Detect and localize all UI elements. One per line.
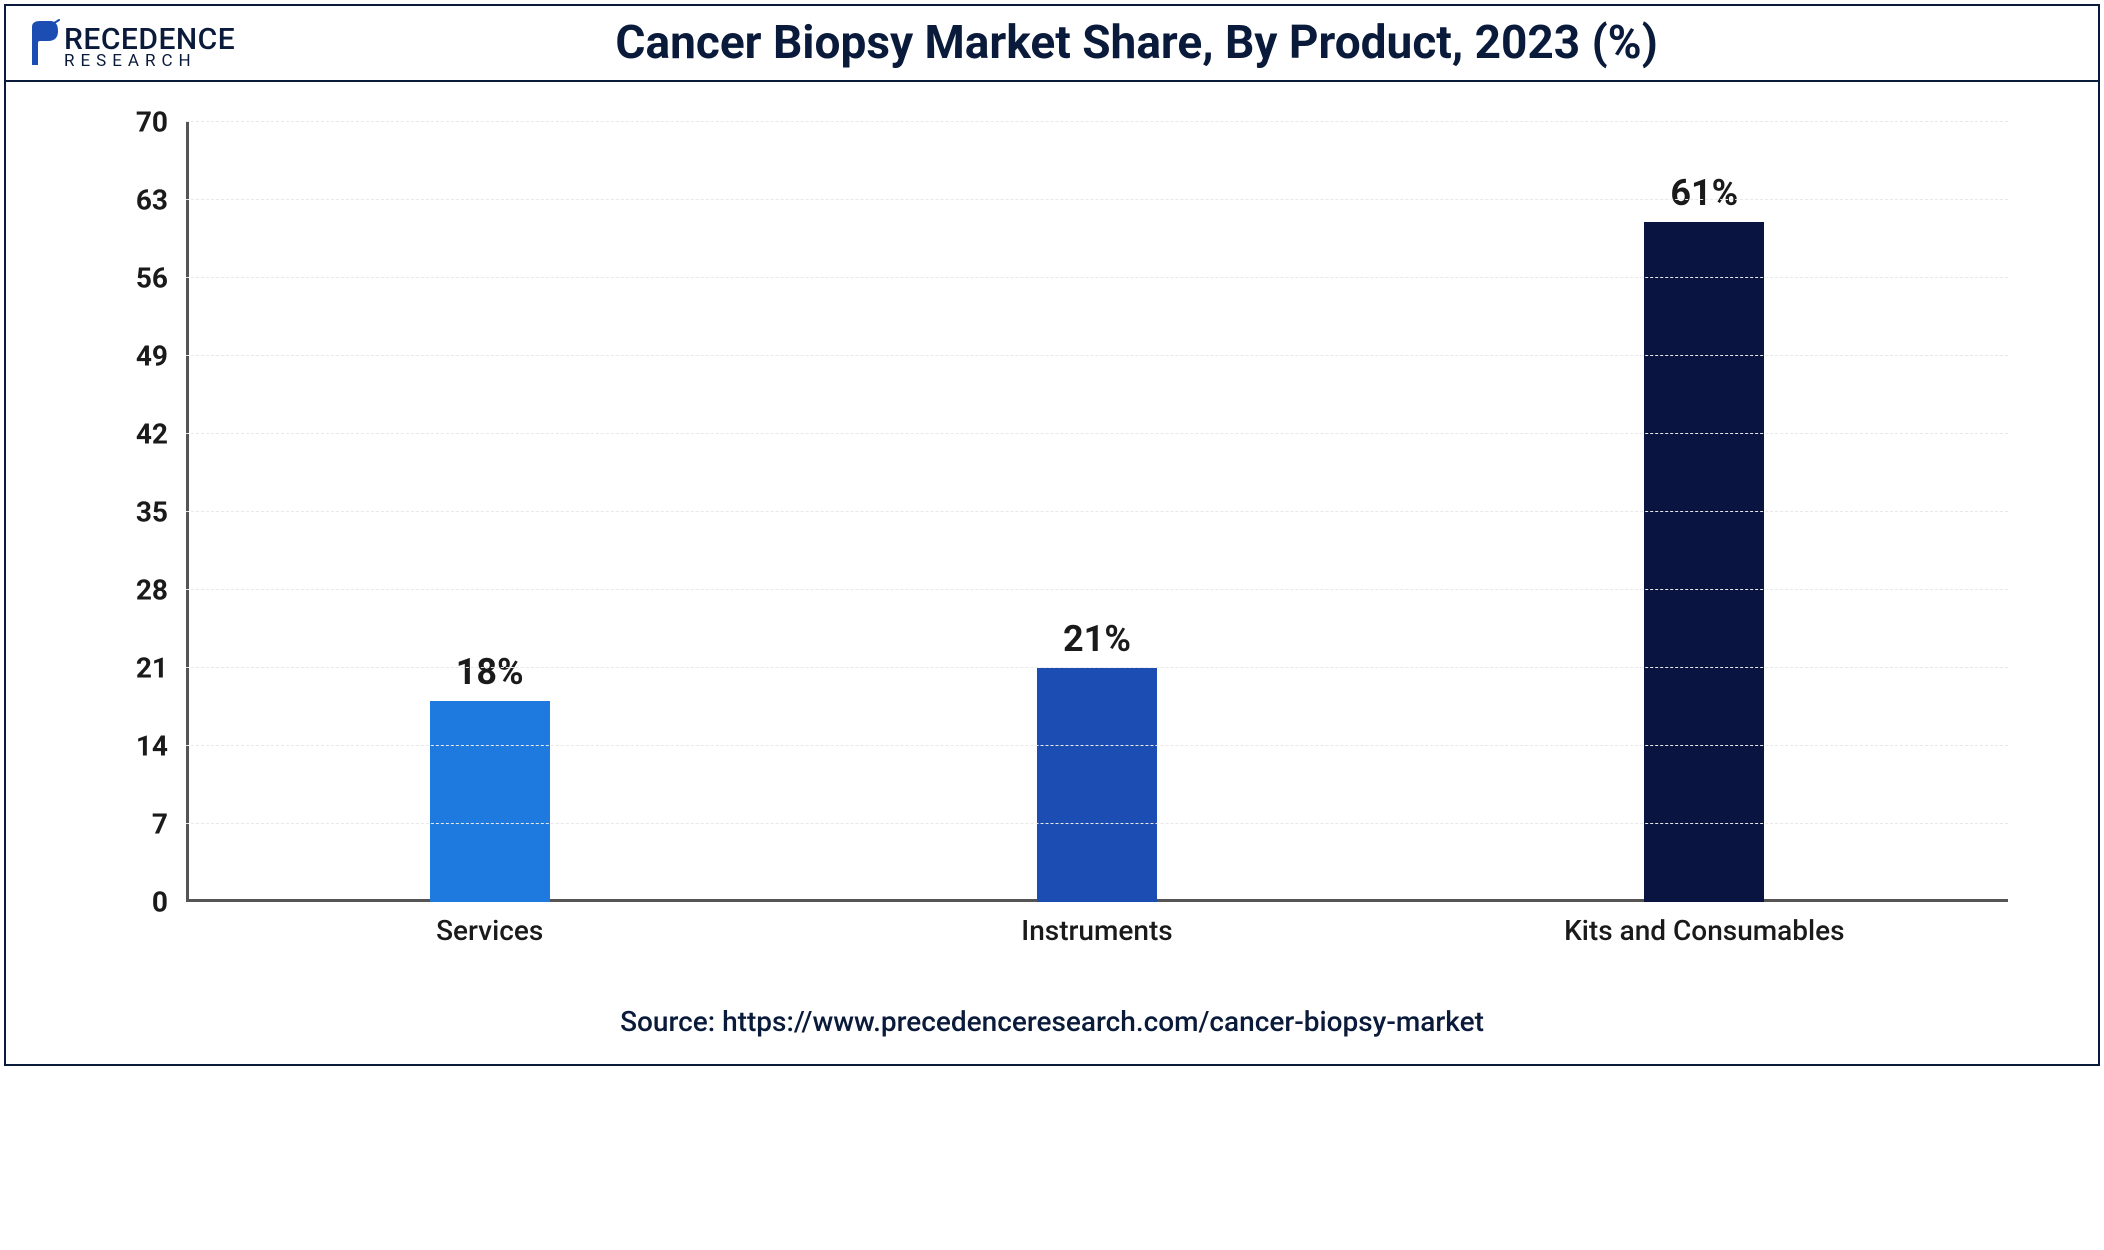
grid-line bbox=[186, 667, 2008, 668]
header-row: RECEDENCE RESEARCH Cancer Biopsy Market … bbox=[6, 6, 2098, 82]
bar-value-label: 21% bbox=[1063, 618, 1131, 660]
bar-slot: 21% bbox=[793, 122, 1400, 902]
bar: 61% bbox=[1644, 222, 1764, 902]
y-tick-label: 63 bbox=[136, 184, 186, 217]
bar-value-label: 18% bbox=[456, 651, 524, 693]
bars-row: 18% 21% 61% bbox=[186, 122, 2008, 902]
y-tick-label: 70 bbox=[136, 106, 186, 139]
x-category-label: Instruments bbox=[793, 914, 1400, 947]
chart-body: 18% 21% 61% 0 7 14 21 28 35 42 49 56 63 70 ServicesI… bbox=[6, 82, 2098, 977]
bar-slot: 61% bbox=[1401, 122, 2008, 902]
grid-line bbox=[186, 121, 2008, 122]
y-tick-label: 28 bbox=[136, 574, 186, 607]
grid-line bbox=[186, 511, 2008, 512]
y-tick-label: 35 bbox=[136, 496, 186, 529]
grid-line bbox=[186, 823, 2008, 824]
bar-value-label: 61% bbox=[1670, 172, 1738, 214]
bar: 18% bbox=[430, 701, 550, 902]
plot-area: 18%21%61% 07142128354249566370 bbox=[186, 122, 2008, 902]
grid-line bbox=[186, 277, 2008, 278]
logo-text: RECEDENCE RESEARCH bbox=[64, 25, 235, 70]
y-tick-label: 56 bbox=[136, 262, 186, 295]
y-tick-label: 0 bbox=[152, 886, 186, 919]
x-category-label: Services bbox=[186, 914, 793, 947]
x-labels-row: ServicesInstrumentsKits and Consumables bbox=[186, 914, 2008, 947]
y-tick-label: 14 bbox=[136, 730, 186, 763]
grid-line bbox=[186, 745, 2008, 746]
y-tick-label: 49 bbox=[136, 340, 186, 373]
x-category-label: Kits and Consumables bbox=[1401, 914, 2008, 947]
grid-line bbox=[186, 355, 2008, 356]
y-tick-label: 42 bbox=[136, 418, 186, 451]
chart-title: Cancer Biopsy Market Share, By Product, … bbox=[275, 16, 2078, 70]
source-text: Source: https://www.precedenceresearch.c… bbox=[6, 977, 2098, 1064]
y-tick-label: 21 bbox=[136, 652, 186, 685]
chart-frame: RECEDENCE RESEARCH Cancer Biopsy Market … bbox=[4, 4, 2100, 1066]
y-tick-label: 7 bbox=[152, 808, 186, 841]
bar: 21% bbox=[1037, 668, 1157, 902]
grid-line bbox=[186, 433, 2008, 434]
grid-line bbox=[186, 589, 2008, 590]
bar-slot: 18% bbox=[186, 122, 793, 902]
plot-wrap: 18%21%61% 07142128354249566370 ServicesI… bbox=[96, 122, 2008, 947]
logo-p-icon bbox=[26, 19, 60, 67]
logo: RECEDENCE RESEARCH bbox=[26, 19, 235, 67]
grid-line bbox=[186, 199, 2008, 200]
